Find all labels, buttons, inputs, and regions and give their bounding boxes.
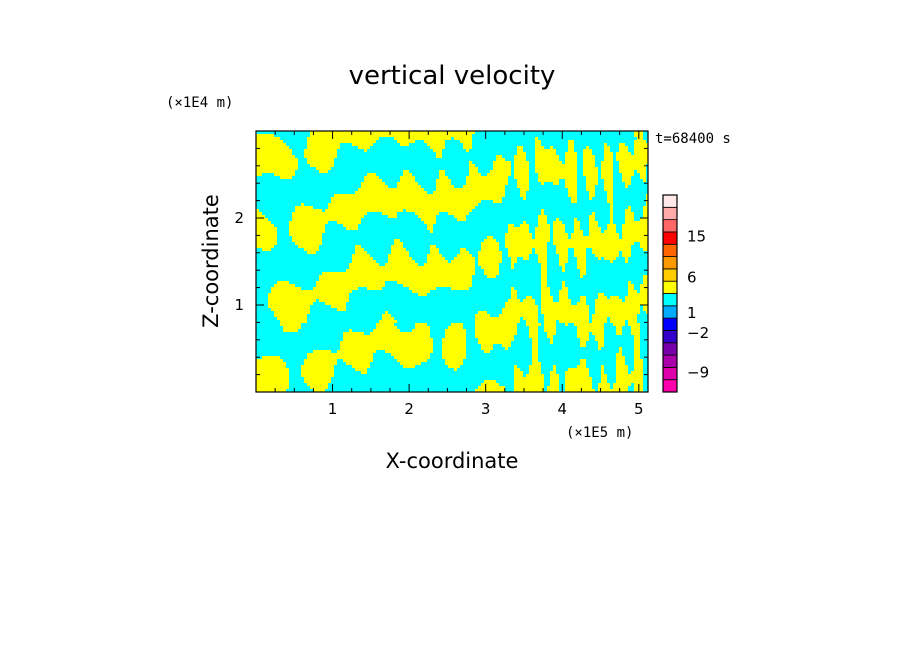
- colorbar-segment: [662, 366, 678, 381]
- colorbar-segment: [662, 330, 678, 344]
- z-tick-label: 1: [234, 296, 244, 314]
- colorbar: [662, 194, 678, 393]
- colorbar-frame: [662, 194, 678, 393]
- time-label: t=68400 s: [655, 131, 731, 147]
- colorbar-segment: [662, 342, 678, 356]
- colorbar-label: −2: [687, 324, 709, 342]
- colorbar-segment: [662, 305, 678, 319]
- velocity-field: [256, 131, 648, 392]
- colorbar-label: 6: [687, 269, 697, 287]
- x-tick-label: 5: [634, 400, 644, 418]
- colorbar-label: 15: [687, 227, 706, 245]
- colorbar-segment: [662, 194, 678, 208]
- x-axis: 1 2 3 4 5: [255, 131, 644, 418]
- colorbar-segment: [662, 280, 678, 294]
- x-axis-title: X-coordinate: [386, 449, 519, 473]
- x-tick-label: 3: [481, 400, 491, 418]
- colorbar-segment: [662, 379, 678, 393]
- colorbar-segment: [662, 354, 678, 368]
- colorbar-segment: [662, 317, 678, 331]
- colorbar-segment: [662, 256, 678, 270]
- colorbar-segment: [662, 219, 678, 233]
- colorbar-segment: [662, 293, 678, 307]
- x-unit-label: (×1E5 m): [566, 425, 633, 441]
- chart-title: vertical velocity: [349, 61, 556, 91]
- z-tick-label: 2: [234, 209, 244, 227]
- colorbar-label: −9: [687, 363, 709, 381]
- plot-frame: [255, 130, 649, 393]
- colorbar-labels: 15 6 1 −2 −9: [687, 227, 709, 381]
- x-tick-label: 2: [404, 400, 414, 418]
- colorbar-segment: [662, 243, 678, 257]
- z-unit-label: (×1E4 m): [166, 95, 233, 111]
- x-tick-label: 1: [328, 400, 338, 418]
- colorbar-segment: [662, 206, 678, 221]
- colorbar-segment: [662, 231, 678, 245]
- y-axis-title: Z-coordinate: [199, 194, 223, 328]
- colorbar-segment: [662, 268, 678, 282]
- x-tick-label: 4: [557, 400, 567, 418]
- z-axis: 12: [234, 147, 648, 376]
- positive-velocity-regions: [256, 131, 648, 392]
- colorbar-label: 1: [687, 304, 697, 322]
